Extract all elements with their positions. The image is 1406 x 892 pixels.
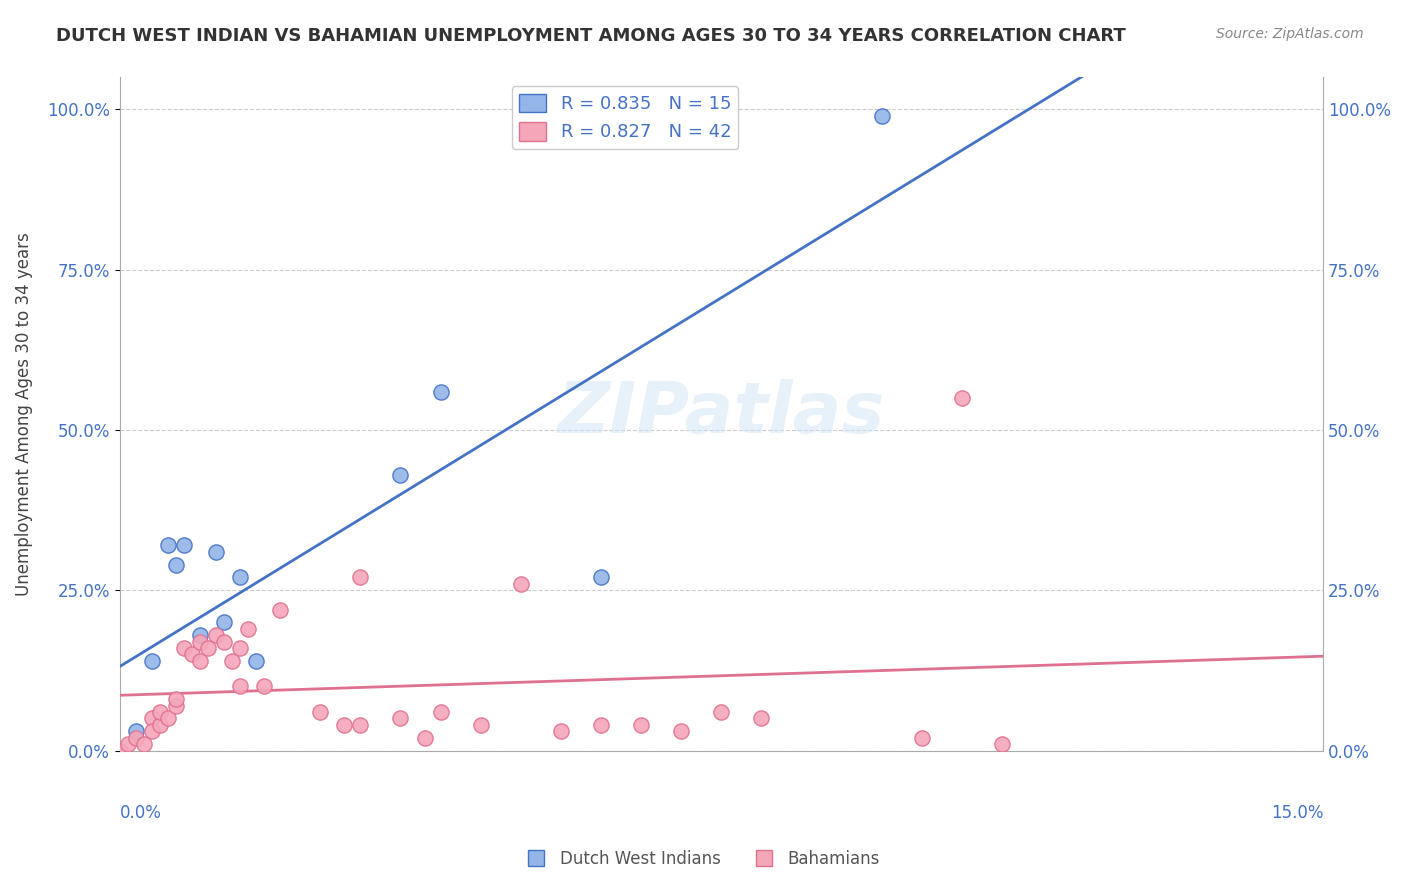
Point: [205, 628, 228, 642]
Point: [212, 634, 235, 648]
Point: [108, 743, 131, 757]
Point: [221, 654, 243, 668]
Point: [589, 570, 612, 584]
Point: [188, 628, 211, 642]
Point: [188, 654, 211, 668]
Text: DUTCH WEST INDIAN VS BAHAMIAN UNEMPLOYMENT AMONG AGES 30 TO 34 YEARS CORRELATION: DUTCH WEST INDIAN VS BAHAMIAN UNEMPLOYME…: [56, 27, 1126, 45]
Point: [870, 109, 893, 123]
Text: 0.0%: 0.0%: [120, 805, 162, 822]
Point: [229, 680, 252, 694]
Point: [269, 602, 291, 616]
Legend: Dutch West Indians, Bahamians: Dutch West Indians, Bahamians: [520, 844, 886, 875]
Text: ZIPatlas: ZIPatlas: [558, 379, 884, 449]
Y-axis label: Unemployment Among Ages 30 to 34 years: Unemployment Among Ages 30 to 34 years: [15, 232, 32, 596]
Point: [212, 615, 235, 630]
Point: [108, 743, 131, 757]
Point: [245, 654, 267, 668]
Point: [509, 577, 531, 591]
Point: [165, 558, 187, 572]
Point: [141, 654, 163, 668]
Point: [149, 705, 172, 719]
Point: [349, 718, 371, 732]
Point: [132, 737, 155, 751]
Point: [229, 640, 252, 655]
Point: [911, 731, 934, 745]
Point: [236, 622, 259, 636]
Point: [197, 640, 219, 655]
Point: [589, 718, 612, 732]
Point: [165, 692, 187, 706]
Text: Source: ZipAtlas.com: Source: ZipAtlas.com: [1216, 27, 1364, 41]
Point: [389, 711, 412, 725]
Point: [333, 718, 356, 732]
Point: [156, 538, 179, 552]
Point: [950, 391, 973, 405]
Point: [156, 711, 179, 725]
Point: [173, 538, 195, 552]
Point: [205, 545, 228, 559]
Point: [124, 731, 146, 745]
Point: [180, 648, 202, 662]
Point: [710, 705, 733, 719]
Point: [149, 718, 172, 732]
Point: [429, 705, 451, 719]
Point: [117, 737, 139, 751]
Point: [173, 640, 195, 655]
Point: [991, 737, 1014, 751]
Point: [253, 680, 276, 694]
Point: [470, 718, 492, 732]
Point: [188, 634, 211, 648]
Point: [349, 570, 371, 584]
Point: [141, 724, 163, 739]
Point: [165, 698, 187, 713]
Legend: R = 0.835   N = 15, R = 0.827   N = 42: R = 0.835 N = 15, R = 0.827 N = 42: [512, 87, 738, 149]
Point: [124, 724, 146, 739]
Point: [141, 711, 163, 725]
Point: [413, 731, 436, 745]
Text: 15.0%: 15.0%: [1271, 805, 1323, 822]
Point: [229, 570, 252, 584]
Point: [309, 705, 332, 719]
Point: [630, 718, 652, 732]
Point: [429, 384, 451, 399]
Point: [671, 724, 693, 739]
Point: [550, 724, 572, 739]
Point: [751, 711, 773, 725]
Point: [389, 467, 412, 482]
